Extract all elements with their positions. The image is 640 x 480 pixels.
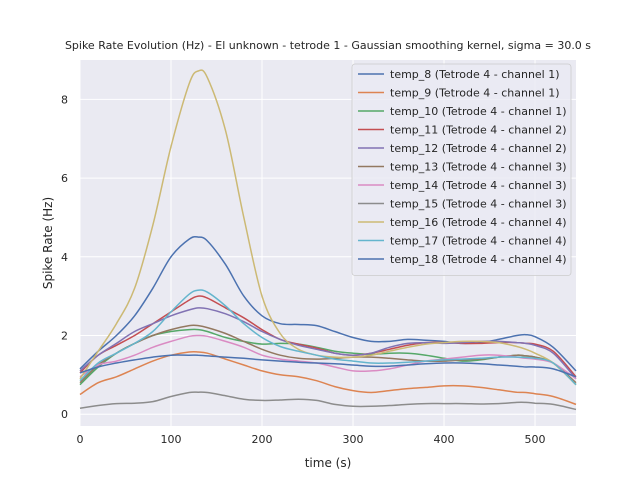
x-tick-label: 0 <box>77 433 84 446</box>
series-line-1 <box>79 235 577 372</box>
y-tick-label: 8 <box>61 93 68 106</box>
legend-label: temp_18 (Tetrode 4 - channel 4) <box>390 253 567 266</box>
series-line-7 <box>79 334 577 380</box>
series-line-8 <box>79 391 577 411</box>
x-tick-label: 400 <box>434 433 455 446</box>
legend-label: temp_17 (Tetrode 4 - channel 4) <box>390 235 567 248</box>
legend-label: temp_9 (Tetrode 4 - channel 1) <box>390 87 560 100</box>
series-line-10 <box>79 289 577 386</box>
legend-label: temp_13 (Tetrode 4 - channel 3) <box>390 161 567 174</box>
legend-box <box>351 63 572 276</box>
y-axis-label: Spike Rate (Hz) <box>41 197 55 289</box>
y-tick-label: 4 <box>61 251 68 264</box>
x-tick-label: 200 <box>252 433 273 446</box>
y-tick-label: 6 <box>61 172 68 185</box>
legend-label: temp_10 (Tetrode 4 - channel 1) <box>390 105 567 118</box>
x-tick-label: 300 <box>343 433 364 446</box>
legend-label: temp_14 (Tetrode 4 - channel 3) <box>390 179 567 192</box>
series-layer <box>79 69 577 411</box>
legend-label: temp_8 (Tetrode 4 - channel 1) <box>390 68 560 81</box>
legend-label: temp_12 (Tetrode 4 - channel 2) <box>390 142 567 155</box>
axis-ticks: 0 100 200 300 400 500 0 2 4 6 8 <box>61 93 546 446</box>
legend-label: temp_16 (Tetrode 4 - channel 4) <box>390 216 567 229</box>
series-line-11 <box>79 354 577 378</box>
legend: temp_8 (Tetrode 4 - channel 1) temp_9 (Te… <box>351 63 572 276</box>
y-tick-label: 2 <box>61 329 68 342</box>
chart-title: Spike Rate Evolution (Hz) - El unknown -… <box>65 39 591 52</box>
legend-label: temp_11 (Tetrode 4 - channel 2) <box>390 124 567 137</box>
x-tick-label: 500 <box>525 433 546 446</box>
series-line-5 <box>79 307 577 380</box>
x-tick-label: 100 <box>161 433 182 446</box>
legend-label: temp_15 (Tetrode 4 - channel 3) <box>390 198 567 211</box>
y-tick-label: 0 <box>61 408 68 421</box>
x-axis-label: time (s) <box>305 456 352 470</box>
